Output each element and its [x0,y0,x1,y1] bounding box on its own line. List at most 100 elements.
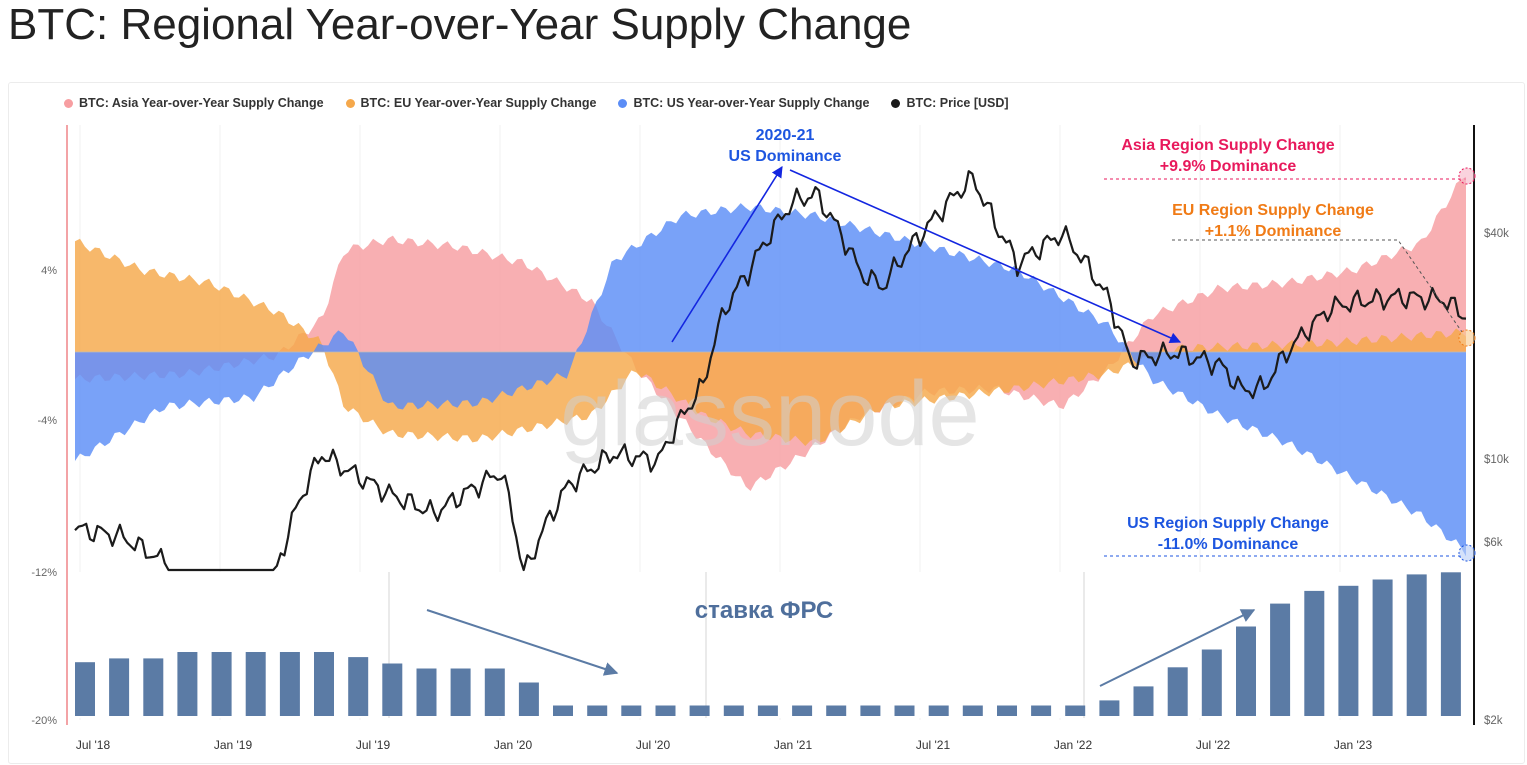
fed-rate-bar [109,658,130,716]
y-right-tick-label: $6k [1484,537,1503,549]
fed-rate-bar [587,705,608,716]
fed-rate-bar [1065,705,1086,716]
fed-rate-bar [723,705,744,716]
fed-rate-bar [621,705,642,716]
annotations-group: 2020-21 US Dominance Asia Region Supply … [426,127,1476,687]
eu-annotation-sub: +1.1% Dominance [1205,223,1342,240]
y-right-tick-label: $40k [1484,228,1509,240]
x-tick-label: Jan '20 [494,738,533,752]
us-annotation-sub: -11.0% Dominance [1158,536,1299,553]
area-series-group [74,172,1467,557]
legend-dot-us [618,98,628,108]
x-tick-label: Jan '23 [1334,738,1373,752]
y-left-tick-label: 4% [41,265,57,277]
fed-rate-bar [1270,603,1291,716]
legend-dot-price [891,98,901,108]
x-tick-label: Jul '22 [1196,738,1231,752]
price-line-group [74,170,1467,572]
legend-item-asia[interactable]: BTC: Asia Year-over-Year Supply Change [64,96,324,110]
legend-label-us: BTC: US Year-over-Year Supply Change [633,96,870,110]
x-tick-label: Jan '22 [1054,738,1093,752]
y-left-tick-label: -20% [31,715,57,727]
asia-end-marker [1458,167,1476,185]
fed-rate-bar [928,705,949,716]
us-end-marker [1458,544,1476,562]
series-asia-fill [75,176,1466,491]
fed-rate-bar [1099,700,1120,716]
us-dominance-arrow-down [789,169,1182,344]
fed-rate-bar [553,705,573,716]
fed-rate-bar [382,663,403,716]
fed-rate-bar [143,658,164,716]
legend-label-asia: BTC: Asia Year-over-Year Supply Change [79,96,324,110]
fed-rate-bar [518,682,539,716]
x-tick-label: Jul '19 [356,738,391,752]
chart-legend: BTC: Asia Year-over-Year Supply Change B… [64,96,1009,110]
fed-rate-bar [1406,574,1427,716]
fed-arrow-down [426,609,619,676]
fed-rate-bar [757,705,778,716]
fed-rate-bar [1372,579,1393,716]
fed-rate-bar [348,657,369,716]
y-right-tick-label: $10k [1484,454,1509,466]
fed-rate-bar [1201,649,1222,716]
us-dominance-arrow-up [671,166,783,343]
y-left-tick-label: -12% [31,567,57,579]
fed-rate-bars-group [75,572,1474,718]
fed-rate-bar [177,652,198,716]
fed-rate-bar [1236,626,1256,716]
fed-rate-bar [211,652,232,716]
fed-rate-bar [1338,585,1359,716]
fed-rate-bar [1440,572,1461,716]
watermark: glassnode [560,363,979,465]
legend-label-price: BTC: Price [USD] [906,96,1009,110]
legend-item-price[interactable]: BTC: Price [USD] [891,96,1009,110]
fed-rate-bar [416,668,437,716]
legend-label-eu: BTC: EU Year-over-Year Supply Change [360,96,597,110]
fed-rate-bar [826,705,847,716]
fed-arrow-up [1099,609,1256,687]
fed-rate-bar [279,652,300,716]
legend-item-us[interactable]: BTC: US Year-over-Year Supply Change [618,96,869,110]
chart-panel [8,82,1525,764]
legend-dot-asia [64,98,73,108]
us-annotation-title: US Region Supply Change [1127,515,1329,532]
x-tick-label: Jul '20 [636,738,671,752]
x-tick-label: Jul '21 [916,738,951,752]
fed-rate-bar [1133,686,1154,716]
fed-rate-bar [1031,705,1052,716]
fed-rate-bar [245,652,266,716]
legend-dot-eu [345,98,355,108]
y-right-tick-label: $2k [1484,715,1503,727]
legend-item-eu[interactable]: BTC: EU Year-over-Year Supply Change [345,96,597,110]
axes-group: 4% -4% -12% -20% $40k $10k $6k $2k Jul '18 Jan '1… [31,125,1509,752]
fed-rate-bar [450,668,471,716]
fed-rate-bar [894,705,915,716]
fed-rate-bar [1167,667,1188,716]
series-us-fill [75,203,1466,557]
fed-rate-bar [860,705,881,716]
fed-rate-bar [484,668,505,716]
asia-annotation-title: Asia Region Supply Change [1121,137,1334,154]
fed-rate-bar [75,662,95,716]
fed-rate-bar [689,705,710,716]
x-tick-label: Jan '21 [774,738,813,752]
eu-end-marker [1458,329,1476,347]
us-dominance-subtitle: US Dominance [729,148,842,165]
fed-rate-bar [314,652,334,716]
x-tick-label: Jan '19 [214,738,253,752]
fed-rate-label: ставка ФРС [695,597,833,624]
x-tick-label: Jul '18 [76,738,111,752]
eu-dotted-leader [1172,239,1463,333]
y-left-tick-label: -4% [37,415,57,427]
asia-annotation-sub: +9.9% Dominance [1160,158,1297,175]
price-line [74,170,1467,572]
page-title: BTC: Regional Year-over-Year Supply Chan… [8,0,912,49]
us-dominance-title: 2020-21 [756,127,815,144]
eu-annotation-title: EU Region Supply Change [1172,202,1374,219]
fed-rate-bar [655,705,676,716]
fed-rate-bar [1304,590,1325,716]
fed-rate-bar [792,705,813,716]
fed-rate-bar [997,705,1017,716]
